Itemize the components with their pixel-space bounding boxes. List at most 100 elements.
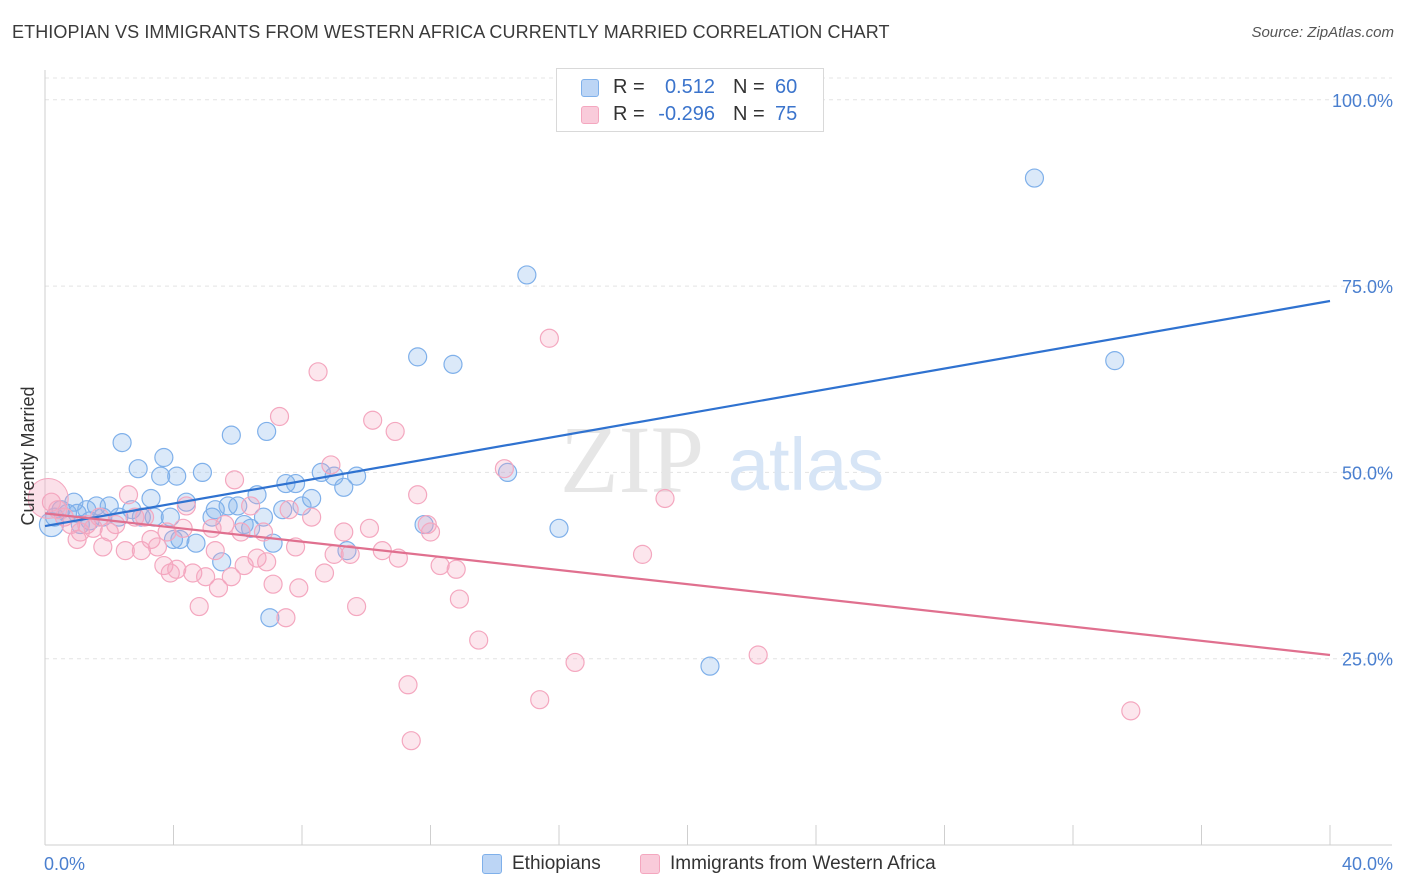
data-point xyxy=(221,425,241,445)
x-tick-label: 0.0% xyxy=(44,854,85,874)
data-point xyxy=(449,589,470,609)
legend-row-ethiopians: R = 0.512 N = 60 xyxy=(557,73,823,101)
data-point xyxy=(125,507,145,527)
legend-label-ethiopians: Ethiopians xyxy=(512,853,601,874)
data-point xyxy=(517,265,537,285)
trend-line xyxy=(44,512,1331,657)
data-point xyxy=(260,608,280,628)
data-point xyxy=(347,596,367,617)
correlation-legend: R = 0.512 N = 60 R = -0.296 N = 75 xyxy=(556,68,824,132)
legend-swatch-blue xyxy=(581,79,599,97)
data-point xyxy=(498,462,518,483)
data-point xyxy=(247,548,267,568)
watermark: ZIP atlas xyxy=(560,406,884,513)
data-point xyxy=(212,552,232,572)
data-point xyxy=(128,459,148,479)
data-point xyxy=(655,488,675,509)
data-point xyxy=(269,406,290,427)
data-point xyxy=(154,555,174,576)
data-point xyxy=(205,541,225,561)
tick-labels: 25.0% 50.0% 75.0% 100.0% 0.0% 40.0% xyxy=(44,91,1393,874)
data-point xyxy=(208,578,229,598)
data-point xyxy=(632,544,653,564)
data-point xyxy=(205,500,225,520)
legend-n-label: N = xyxy=(733,76,765,98)
data-point xyxy=(141,488,161,509)
data-point xyxy=(189,596,209,617)
data-point xyxy=(221,567,241,587)
data-point xyxy=(147,537,168,557)
data-point xyxy=(196,567,216,587)
data-point xyxy=(321,455,341,475)
legend-swatch-blue xyxy=(482,854,502,874)
data-point xyxy=(241,518,261,538)
data-point xyxy=(401,731,421,751)
legend-swatch-pink xyxy=(640,854,660,874)
data-point xyxy=(253,507,274,527)
legend-r-value: 0.512 xyxy=(664,76,715,98)
data-point xyxy=(324,544,344,564)
data-point xyxy=(186,533,206,553)
data-point xyxy=(398,675,418,695)
data-point xyxy=(359,518,380,538)
y-axis-title: Currently Married xyxy=(18,386,38,525)
y-tick-label: 75.0% xyxy=(1342,277,1393,297)
data-point xyxy=(279,500,299,520)
legend-n-label: N = xyxy=(733,103,765,125)
data-point xyxy=(167,559,187,579)
data-point xyxy=(141,529,161,550)
data-point xyxy=(430,555,450,576)
data-point xyxy=(224,470,245,490)
trend-lines xyxy=(44,299,1331,657)
legend-r-label: R = xyxy=(613,76,645,98)
data-point xyxy=(263,574,283,594)
data-point xyxy=(334,477,354,497)
data-point xyxy=(289,578,309,598)
data-point xyxy=(218,496,238,516)
data-point xyxy=(363,410,383,430)
data-point xyxy=(549,518,569,538)
data-point xyxy=(215,514,235,535)
watermark-atlas: atlas xyxy=(728,423,884,506)
data-point xyxy=(408,347,428,367)
data-point xyxy=(112,432,132,453)
data-point xyxy=(115,541,135,561)
data-point xyxy=(494,459,514,479)
data-point xyxy=(385,421,405,442)
data-point xyxy=(257,552,277,572)
y-tick-label: 50.0% xyxy=(1342,463,1393,483)
data-point xyxy=(257,421,277,442)
legend-n-value: 75 xyxy=(775,103,798,125)
legend-r-value: -0.296 xyxy=(658,103,715,125)
data-point xyxy=(340,544,360,564)
y-tick-label: 25.0% xyxy=(1342,650,1393,670)
data-point xyxy=(241,496,261,516)
data-point xyxy=(118,485,139,505)
data-point xyxy=(27,477,69,519)
data-point xyxy=(443,354,463,374)
legend-label-western-africa: Immigrants from Western Africa xyxy=(670,853,936,874)
data-point xyxy=(308,362,328,382)
source-label: Source: ZipAtlas.com xyxy=(1251,24,1394,41)
data-point xyxy=(273,500,293,520)
data-point xyxy=(314,563,335,583)
data-point xyxy=(1024,168,1045,188)
data-point xyxy=(154,447,174,468)
trend-line xyxy=(44,299,1331,528)
data-point xyxy=(41,492,62,512)
data-point xyxy=(408,485,428,505)
legend-n-value: 60 xyxy=(775,76,798,98)
data-point xyxy=(106,514,126,535)
data-point xyxy=(302,488,322,509)
data-point xyxy=(1121,701,1141,721)
data-point xyxy=(167,466,187,486)
chart-title: ETHIOPIAN VS IMMIGRANTS FROM WESTERN AFR… xyxy=(12,22,890,42)
data-point xyxy=(70,522,90,542)
data-point xyxy=(192,462,213,483)
data-point xyxy=(530,690,550,710)
data-point xyxy=(565,652,585,673)
data-point xyxy=(469,630,489,650)
data-point xyxy=(334,522,354,542)
data-point xyxy=(1105,351,1125,371)
data-point xyxy=(446,559,466,579)
